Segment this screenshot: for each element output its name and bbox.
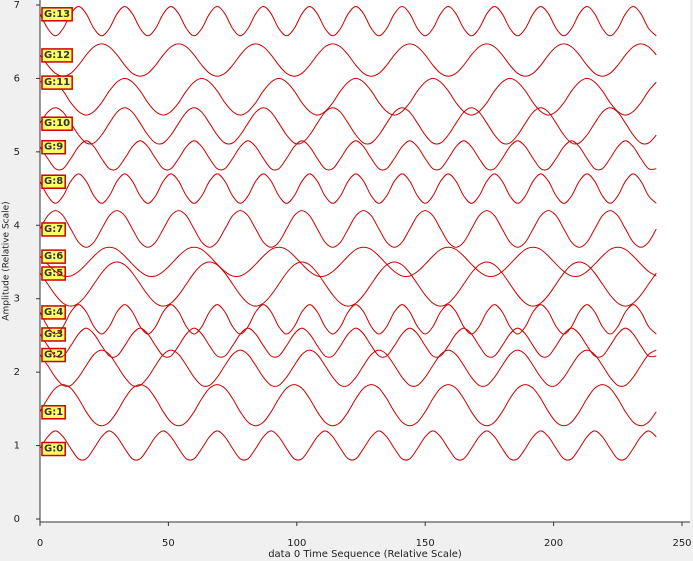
series-label: G:12: [41, 48, 73, 63]
series-line: [39, 77, 657, 116]
y-tick-label: 0: [14, 514, 20, 525]
series-label-box: [41, 48, 73, 63]
series-label-box: [41, 75, 73, 90]
series-label-box: [41, 405, 66, 420]
series-label-text: G:7: [44, 224, 63, 235]
series-label-box: [41, 139, 66, 155]
x-tick-label: 50: [162, 538, 175, 549]
series-label-text: G:1: [44, 407, 63, 418]
series-label: G:13: [41, 7, 73, 22]
series-label: G:4: [41, 305, 66, 320]
series-line: [39, 246, 657, 278]
series-label-text: G:11: [44, 77, 70, 88]
series-line: [39, 430, 657, 461]
series-label-text: G:5: [44, 268, 63, 279]
x-axis-title: data 0 Time Sequence (Relative Scale): [268, 549, 462, 560]
x-tick-label: 150: [416, 538, 435, 549]
series-label: G:0: [41, 441, 66, 457]
series-line: [39, 327, 657, 358]
y-tick-label: 7: [14, 0, 20, 11]
y-tick-label: 3: [14, 294, 20, 305]
y-tick-label: 6: [14, 73, 20, 84]
y-axis-title: Amplitude (Relative Scale): [2, 201, 12, 320]
series-label-text: G:0: [44, 444, 63, 455]
series-line: [39, 43, 657, 77]
series-label: G:11: [41, 75, 73, 90]
series-label-text: G:3: [44, 329, 63, 340]
series-label-box: [41, 305, 66, 320]
series-label-text: G:9: [44, 142, 63, 153]
series-line: [39, 107, 657, 145]
y-tick-label: 1: [14, 441, 20, 452]
series-line: [39, 173, 657, 204]
series-label-text: G:10: [44, 118, 70, 129]
x-tick-label: 0: [37, 538, 43, 549]
series-label: G:6: [41, 249, 66, 264]
series-label-box: [41, 7, 73, 22]
series-line: [39, 5, 657, 37]
series-label-box: [41, 249, 66, 264]
series-label: G:10: [41, 116, 73, 131]
series-label: G:8: [41, 174, 66, 189]
series-label-box: [41, 174, 66, 189]
series-label: G:5: [41, 266, 66, 281]
x-tick-label: 200: [544, 538, 563, 549]
series-label-text: G:4: [44, 307, 63, 318]
series-line: [39, 349, 657, 387]
series-label-text: G:8: [44, 176, 63, 187]
series-label-text: G:6: [44, 251, 63, 262]
series-label: G:3: [41, 327, 66, 342]
series-line: [39, 384, 657, 427]
x-tick-label: 250: [672, 538, 691, 549]
series-label: G:7: [41, 222, 66, 237]
x-tick-label: 100: [287, 538, 306, 549]
series-line: [39, 304, 657, 335]
series-label: G:1: [41, 405, 66, 420]
series-line: [39, 261, 657, 307]
y-tick-label: 5: [14, 147, 20, 158]
series-label: G:9: [41, 139, 66, 155]
series-label-box: [41, 441, 66, 457]
series-label-box: [41, 266, 66, 281]
plot-area: [40, 0, 690, 522]
series-label-text: G:12: [44, 50, 70, 61]
y-tick-label: 4: [14, 220, 20, 231]
series-line: [39, 140, 657, 171]
y-tick-label: 2: [14, 367, 20, 378]
series-label-box: [41, 116, 73, 131]
series-line: [39, 210, 657, 248]
series-label-text: G:13: [44, 9, 70, 20]
series-label-box: [41, 222, 66, 237]
